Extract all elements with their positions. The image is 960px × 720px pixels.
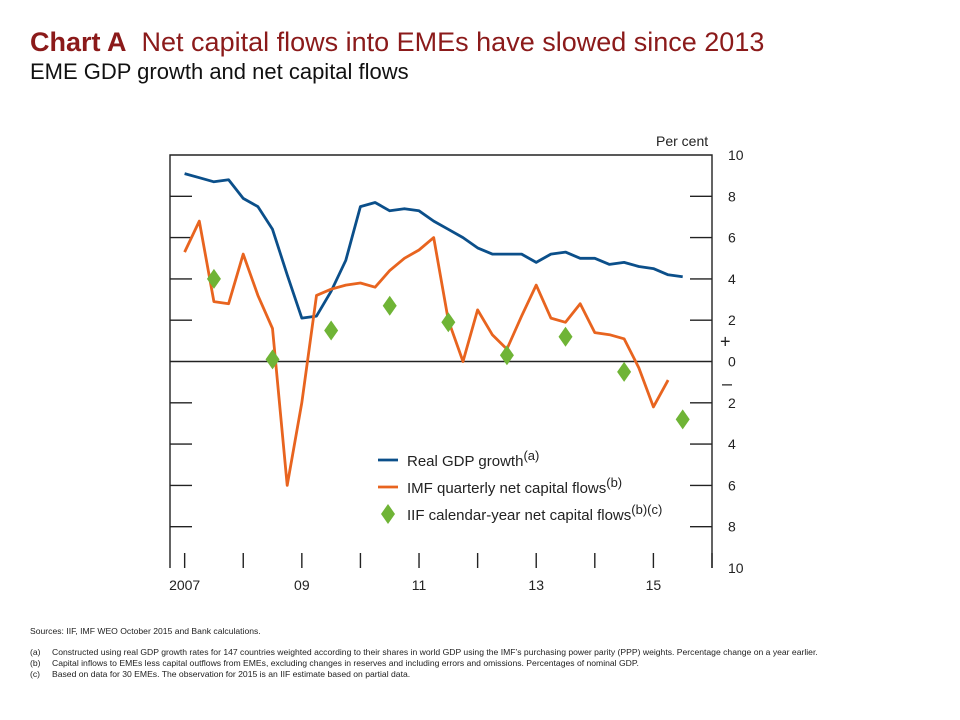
legend-label: Real GDP growth(a) [407, 448, 539, 470]
chart-title: Chart A Net capital flows into EMEs have… [30, 26, 764, 58]
legend-label: IMF quarterly net capital flows(b) [407, 475, 622, 497]
series-gdp-growth-line [184, 172, 683, 320]
iif-diamond-point [617, 361, 632, 382]
x-tick-label: 2007 [169, 577, 200, 593]
x-tick-label: 13 [528, 577, 544, 593]
minus-sign: – [722, 374, 732, 394]
x-tick-label: 11 [412, 577, 427, 593]
y-tick-label: 10 [728, 147, 744, 163]
iif-diamond-point [499, 345, 514, 366]
chart-label: Chart A [30, 27, 127, 57]
legend-label-text: IMF quarterly net capital flows [407, 480, 606, 497]
y-tick-label: 8 [728, 188, 736, 204]
legend-label-sup: (a) [523, 448, 539, 463]
y-tick-label: 2 [728, 312, 736, 328]
legend-label-sup: (b) [606, 475, 622, 490]
x-tick-label: 09 [294, 577, 310, 593]
iif-diamond-point [206, 268, 221, 289]
legend-label-text: Real GDP growth [407, 453, 523, 470]
y-tick-label: 2 [728, 395, 736, 411]
y-tick-label: 4 [728, 271, 736, 287]
series-iif-net-capital-flows [206, 268, 690, 430]
legend-label: IIF calendar-year net capital flows(b)(c… [407, 502, 662, 524]
chart: 10 8 6 4 2 0 2 4 6 8 10 + – Per cent 2007 09 11 13 15 Real … [169, 133, 744, 593]
y-tick-label: 8 [728, 519, 736, 535]
sources-note: Sources: IIF, IMF WEO October 2015 and B… [30, 626, 261, 636]
footnote-c: (c) Based on data for 30 EMEs. The obser… [30, 669, 940, 680]
x-tick-label: 15 [646, 577, 662, 593]
y-tick-label: 4 [728, 436, 736, 452]
series-imf-net-capital-flows-line [183, 219, 670, 487]
y-tick-label: 6 [728, 230, 736, 246]
iif-diamond-point [558, 326, 573, 347]
legend-label-sup: (b)(c) [631, 502, 662, 517]
y-axis-label: Per cent [656, 133, 708, 149]
y-tick-label: 6 [728, 477, 736, 493]
footnote-key: (b) [30, 658, 41, 668]
title-block: Chart A Net capital flows into EMEs have… [30, 26, 764, 86]
y-tick-label: 10 [728, 560, 744, 576]
iif-diamond-point [441, 312, 456, 333]
iif-diamond-point [382, 295, 397, 316]
iif-diamond-point [265, 349, 280, 370]
iif-diamond-point [324, 320, 339, 341]
footnote-key: (a) [30, 647, 41, 657]
footnote-text: Capital inflows to EMEs less capital out… [52, 658, 639, 668]
footnote-key: (c) [30, 669, 41, 679]
notes: Sources: IIF, IMF WEO October 2015 and B… [30, 626, 940, 680]
footnote-b: (b) Capital inflows to EMEs less capital… [30, 658, 940, 669]
legend-swatch-diamond [381, 504, 395, 524]
footnote-text: Based on data for 30 EMEs. The observati… [52, 669, 411, 679]
chart-title-text: Net capital flows into EMEs have slowed … [141, 27, 765, 57]
legend-label-text: IIF calendar-year net capital flows [407, 507, 631, 524]
iif-diamond-point [675, 409, 690, 430]
plus-sign: + [720, 332, 731, 352]
footnote-text: Constructed using real GDP growth rates … [52, 647, 818, 657]
footnote-a: (a) Constructed using real GDP growth ra… [30, 647, 940, 658]
y-tick-label: 0 [728, 354, 736, 370]
chart-subtitle: EME GDP growth and net capital flows [30, 59, 409, 84]
